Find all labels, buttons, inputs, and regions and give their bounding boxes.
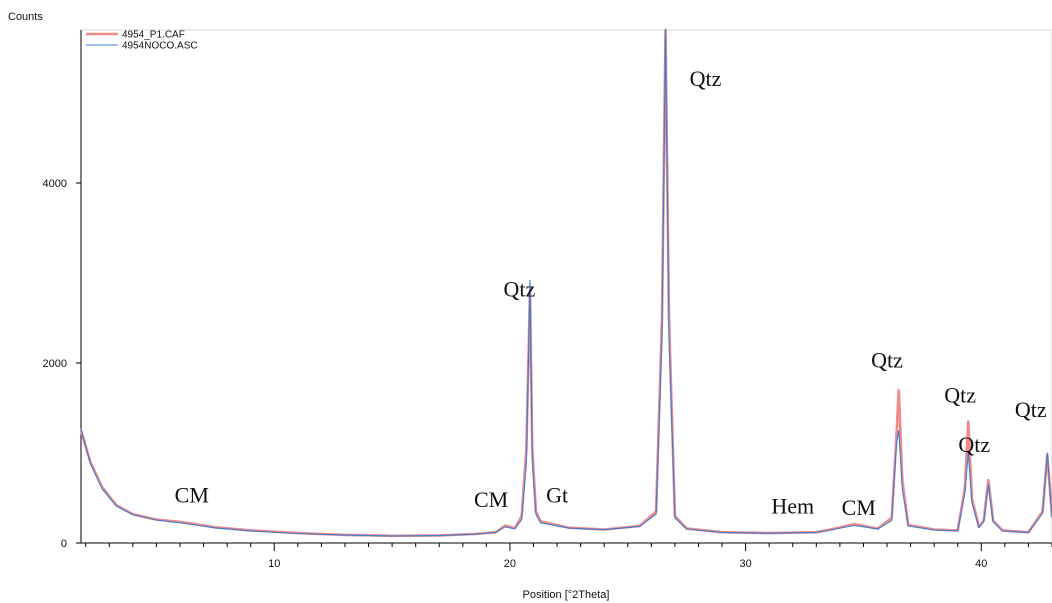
y-axis-ticks: 0 2000 4000	[43, 178, 81, 550]
series-line-2	[80, 29, 1052, 537]
x-tick-label: 30	[739, 558, 751, 570]
x-axis-ticks: 10 20 30 40	[85, 543, 1052, 570]
series-line-1	[79, 28, 1052, 538]
y-tick-label: 2000	[43, 358, 67, 370]
series-layer	[79, 28, 1052, 538]
peak-label: Hem	[771, 493, 814, 518]
peak-label: Qtz	[503, 276, 535, 301]
y-axis-label: Counts	[8, 11, 43, 23]
y-tick-label: 4000	[43, 178, 67, 190]
legend-label: 4954NOCO.ASC	[122, 41, 198, 52]
peak-label: Qtz	[944, 383, 976, 408]
x-axis-label: Position [°2Theta]	[523, 589, 610, 601]
legend-label: 4954_P1.CAF	[122, 30, 185, 41]
peak-label: CM	[175, 483, 209, 508]
peak-label: CM	[474, 487, 508, 512]
peak-label: Qtz	[690, 66, 722, 91]
peak-label: Qtz	[1015, 397, 1047, 422]
y-tick-label: 0	[61, 538, 67, 550]
peak-label: Gt	[546, 483, 568, 508]
peak-label: Qtz	[871, 348, 903, 373]
plot-frame	[80, 29, 1052, 544]
peak-label: CM	[842, 495, 876, 520]
x-tick-label: 10	[268, 558, 280, 570]
x-tick-label: 20	[504, 558, 516, 570]
x-tick-label: 40	[975, 558, 987, 570]
peak-label: Qtz	[958, 432, 990, 457]
peak-annotations: CM CM Gt Qtz Qtz Hem CM Qtz Qtz Qtz Qtz	[175, 66, 1047, 520]
